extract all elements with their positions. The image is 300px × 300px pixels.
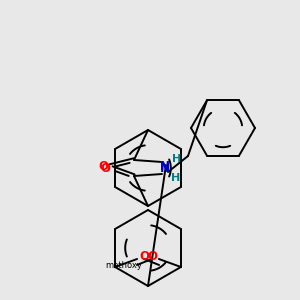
Text: N: N — [160, 160, 170, 173]
Text: O: O — [100, 163, 110, 176]
Text: H: H — [172, 154, 182, 164]
Text: methoxy: methoxy — [106, 262, 142, 271]
Text: H: H — [171, 173, 181, 183]
Text: O: O — [139, 250, 149, 263]
Text: N: N — [160, 163, 170, 176]
Text: O: O — [147, 250, 157, 263]
Text: O: O — [98, 160, 108, 173]
